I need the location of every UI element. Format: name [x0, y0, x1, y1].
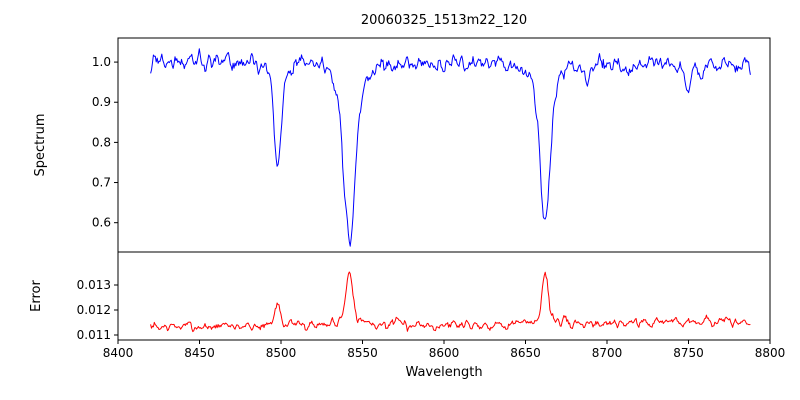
- error-line: [150, 271, 751, 333]
- x-tick-label: 8650: [510, 346, 541, 360]
- spectrum-y-axis-label: Spectrum: [33, 114, 48, 177]
- x-tick-label: 8400: [103, 346, 134, 360]
- x-tick-label: 8800: [755, 346, 786, 360]
- spectrum-y-tick-label: 0.8: [92, 135, 111, 149]
- x-tick-label: 8750: [673, 346, 704, 360]
- error-y-tick-label: 0.012: [77, 303, 111, 317]
- x-tick-label: 8500: [266, 346, 297, 360]
- error-y-tick-label: 0.013: [77, 278, 111, 292]
- plot-area: [150, 48, 751, 333]
- error-y-tick-label: 0.011: [77, 328, 111, 342]
- spectrum-y-tick-label: 1.0: [92, 55, 111, 69]
- spectrum-panel-border: [117, 37, 771, 253]
- x-tick-label: 8550: [347, 346, 378, 360]
- x-axis-label: Wavelength: [405, 365, 482, 380]
- error-y-axis-label: Error: [29, 280, 44, 312]
- chart-title: 20060325_1513m22_120: [361, 13, 527, 28]
- spectrum-line: [150, 48, 751, 247]
- x-tick-label: 8450: [184, 346, 215, 360]
- spectrum-y-tick-label: 0.7: [92, 176, 111, 190]
- x-tick-label: 8600: [429, 346, 460, 360]
- x-tick-label: 8700: [592, 346, 623, 360]
- axes-frame: 1.0 0.9 0.8 0.7 0.6 0.013 0.012 0.011 8400 8450 85…: [77, 37, 786, 360]
- spectrum-y-tick-label: 0.6: [92, 216, 111, 230]
- spectrum-y-tick-label: 0.9: [92, 95, 111, 109]
